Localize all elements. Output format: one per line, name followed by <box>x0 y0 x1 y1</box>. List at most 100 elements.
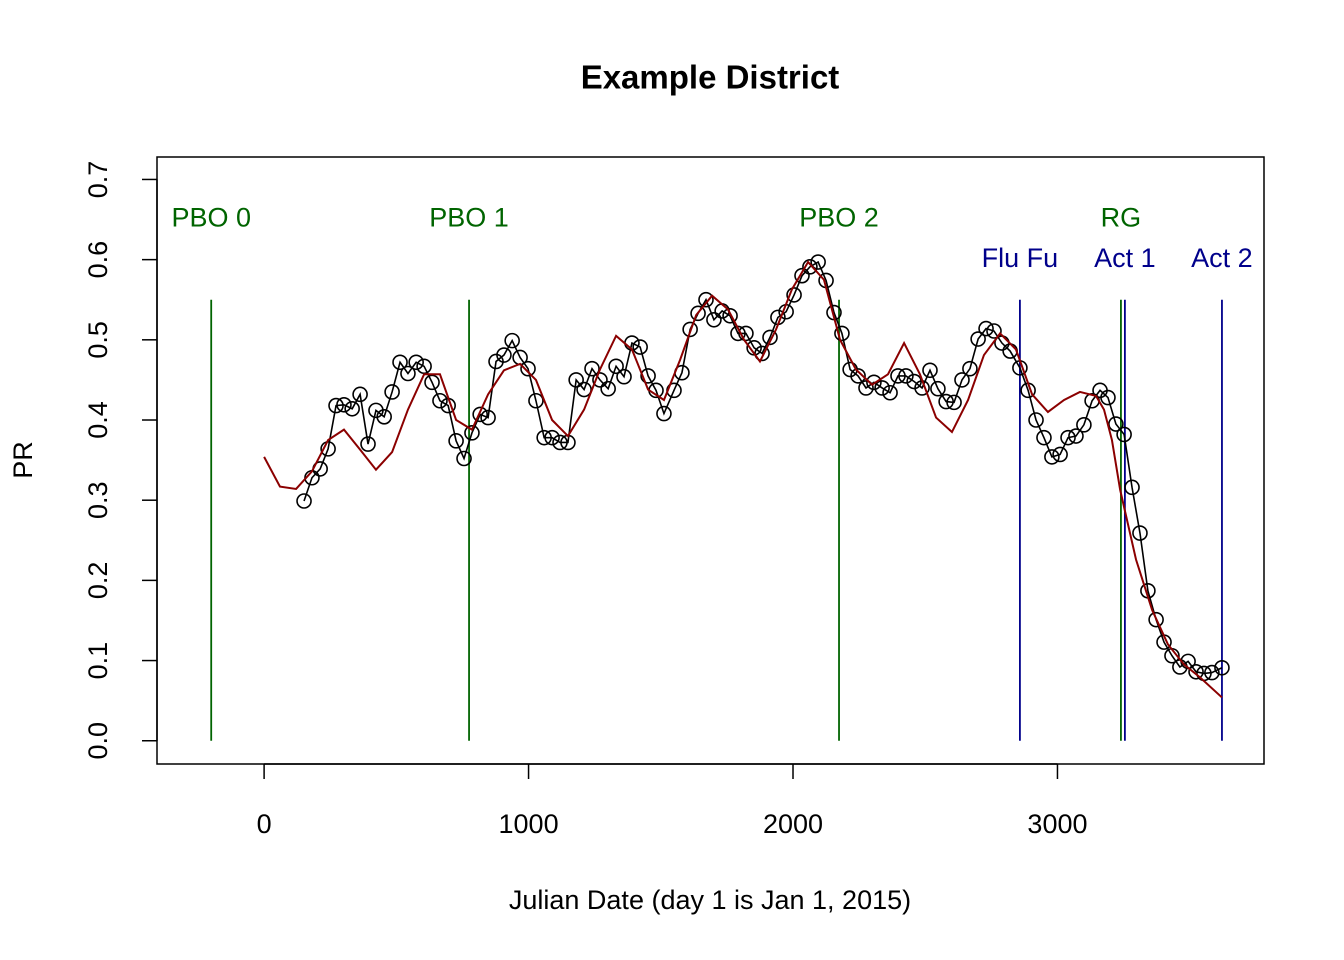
data-point <box>1036 429 1052 446</box>
data-point <box>528 392 544 409</box>
data-point <box>1188 663 1204 680</box>
data-point <box>296 493 312 509</box>
data-point <box>802 259 818 275</box>
data-point <box>786 287 802 303</box>
event-label: PBO 0 <box>171 203 251 233</box>
data-point <box>456 450 472 467</box>
data-point <box>858 380 874 396</box>
data-point <box>1052 446 1068 463</box>
data-point <box>1028 412 1044 428</box>
data-point <box>954 372 970 388</box>
y-tick-label: 0.7 <box>83 161 113 199</box>
data-point <box>496 347 512 363</box>
data-point <box>690 305 706 322</box>
data-point <box>472 406 488 423</box>
data-point <box>1108 416 1124 432</box>
data-point <box>898 368 914 384</box>
data-point <box>1148 611 1164 628</box>
data-point <box>416 358 432 375</box>
data-point <box>584 360 600 377</box>
data-point <box>762 329 778 346</box>
data-point <box>408 354 424 371</box>
data-point <box>874 380 890 396</box>
data-point <box>1132 525 1148 541</box>
data-point <box>810 254 826 270</box>
data-point <box>520 360 536 377</box>
y-tick-label: 0.0 <box>83 722 113 760</box>
data-point <box>608 358 624 375</box>
data-point <box>866 374 882 391</box>
data-point <box>448 433 464 449</box>
y-tick-label: 0.6 <box>83 241 113 279</box>
data-point <box>432 392 448 409</box>
x-tick-label: 0 <box>257 809 272 839</box>
x-axis-label: Julian Date (day 1 is Jan 1, 2015) <box>509 885 911 915</box>
data-point <box>1076 417 1092 433</box>
data-point <box>882 384 898 401</box>
data-point <box>962 360 978 377</box>
data-point <box>328 397 344 414</box>
data-point <box>336 396 352 413</box>
data-point <box>970 331 986 347</box>
data-point <box>376 408 392 425</box>
data-point <box>656 405 672 422</box>
event-label: PBO 2 <box>799 203 879 233</box>
data-point <box>938 393 954 410</box>
data-point <box>1214 659 1230 676</box>
data-point <box>384 384 400 400</box>
data-point <box>552 434 568 451</box>
data-point <box>480 409 496 426</box>
data-point <box>722 307 738 324</box>
data-point <box>986 323 1002 339</box>
data-point <box>794 267 810 284</box>
y-tick-label: 0.2 <box>83 562 113 600</box>
data-point <box>640 368 656 384</box>
data-point <box>922 362 938 379</box>
chart-title: Example District <box>581 59 840 96</box>
event-label: PBO 1 <box>429 203 509 233</box>
data-point <box>400 365 416 382</box>
data-point <box>392 354 408 371</box>
data-point <box>682 321 698 338</box>
data-point <box>536 429 552 446</box>
data-point <box>1068 428 1084 444</box>
y-tick-label: 0.3 <box>83 481 113 519</box>
data-point <box>352 386 368 403</box>
series-line <box>263 260 1223 699</box>
data-point <box>834 325 850 342</box>
data-point <box>592 372 608 388</box>
data-point <box>424 374 440 391</box>
data-point <box>1124 479 1140 496</box>
series-line <box>303 260 1223 675</box>
data-point <box>738 325 754 342</box>
data-point <box>890 368 906 384</box>
y-tick-label: 0.1 <box>83 642 113 680</box>
x-tick-label: 1000 <box>499 809 559 839</box>
data-point <box>1100 389 1116 406</box>
x-tick-label: 2000 <box>763 809 823 839</box>
data-point <box>930 380 946 397</box>
data-point <box>568 372 584 388</box>
data-point <box>850 368 866 384</box>
y-axis-label: PR <box>8 441 38 479</box>
data-point <box>360 436 376 452</box>
data-point <box>464 425 480 441</box>
event-label: Flu Fu <box>982 243 1059 273</box>
data-point <box>706 311 722 328</box>
event-label: RG <box>1101 203 1142 233</box>
data-point <box>1116 426 1132 443</box>
data-point <box>344 400 360 417</box>
data-point <box>1044 449 1060 465</box>
data-point <box>1204 664 1220 681</box>
data-point <box>978 320 994 337</box>
event-label: Act 2 <box>1191 243 1253 273</box>
data-point <box>504 332 520 349</box>
data-point <box>946 394 962 411</box>
y-tick-label: 0.5 <box>83 321 113 359</box>
x-tick-label: 3000 <box>1027 809 1087 839</box>
data-point <box>616 368 632 385</box>
data-point <box>1060 429 1076 446</box>
data-point <box>544 429 560 446</box>
event-label: Act 1 <box>1094 243 1156 273</box>
